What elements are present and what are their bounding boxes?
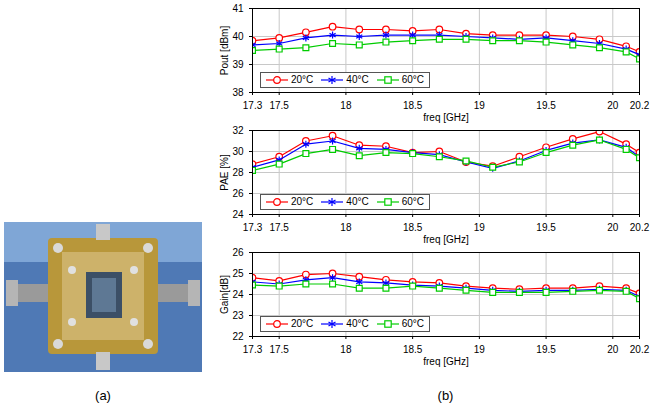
html-text:20°C: 20°C [291, 318, 314, 329]
svg-text:18: 18 [340, 100, 352, 111]
svg-text:17.3: 17.3 [243, 344, 263, 355]
svg-text:19: 19 [474, 222, 486, 233]
svg-text:19: 19 [474, 344, 486, 355]
svg-text:18.5: 18.5 [403, 222, 423, 233]
svg-text:30: 30 [232, 146, 244, 157]
html-text:(a): (a) [95, 388, 111, 403]
svg-text:freq [GHz]: freq [GHz] [423, 112, 469, 123]
svg-text:20.2: 20.2 [630, 100, 650, 111]
svg-text:20.2: 20.2 [630, 222, 650, 233]
svg-text:18: 18 [340, 344, 352, 355]
svg-text:25: 25 [232, 268, 244, 279]
svg-text:19.5: 19.5 [536, 344, 556, 355]
svg-text:17.5: 17.5 [269, 222, 289, 233]
svg-text:19: 19 [474, 100, 486, 111]
svg-text:39: 39 [232, 59, 244, 70]
html-text:(b): (b) [437, 388, 454, 403]
svg-text:19.5: 19.5 [536, 100, 556, 111]
svg-text:24: 24 [232, 289, 244, 300]
svg-text:20: 20 [607, 344, 619, 355]
html-text:40°C: 40°C [346, 74, 369, 85]
svg-text:40: 40 [232, 31, 244, 42]
svg-text:20: 20 [607, 222, 619, 233]
svg-text:26: 26 [232, 247, 244, 258]
svg-text:18.5: 18.5 [403, 100, 423, 111]
svg-text:Pout [dBm]: Pout [dBm] [219, 26, 230, 76]
svg-text:Gain[dB]: Gain[dB] [219, 275, 230, 314]
svg-text:23: 23 [232, 310, 244, 321]
svg-text:17.3: 17.3 [243, 222, 263, 233]
svg-text:freq [GHz]: freq [GHz] [423, 234, 469, 245]
svg-text:20.2: 20.2 [630, 344, 650, 355]
svg-text:38: 38 [232, 87, 244, 98]
svg-text:24: 24 [232, 209, 244, 220]
html-text:60°C: 60°C [401, 74, 424, 85]
svg-text:17.5: 17.5 [269, 100, 289, 111]
svg-text:freq [GHz]: freq [GHz] [423, 356, 469, 367]
svg-text:32: 32 [232, 125, 244, 136]
svg-text:17.5: 17.5 [269, 344, 289, 355]
svg-text:26: 26 [232, 188, 244, 199]
svg-text:PAE [%]: PAE [%] [219, 154, 230, 191]
html-text:40°C: 40°C [346, 196, 369, 207]
svg-text:41: 41 [232, 3, 244, 14]
svg-text:19.5: 19.5 [536, 222, 556, 233]
svg-text:20: 20 [607, 100, 619, 111]
svg-text:18.5: 18.5 [403, 344, 423, 355]
svg-text:18: 18 [340, 222, 352, 233]
html-text:60°C: 60°C [401, 318, 424, 329]
html-text:20°C: 20°C [291, 74, 314, 85]
html-text:20°C: 20°C [291, 196, 314, 207]
html-text:60°C: 60°C [401, 196, 424, 207]
html-text:40°C: 40°C [346, 318, 369, 329]
svg-text:17.3: 17.3 [243, 100, 263, 111]
svg-text:28: 28 [232, 167, 244, 178]
svg-text:22: 22 [232, 331, 244, 342]
